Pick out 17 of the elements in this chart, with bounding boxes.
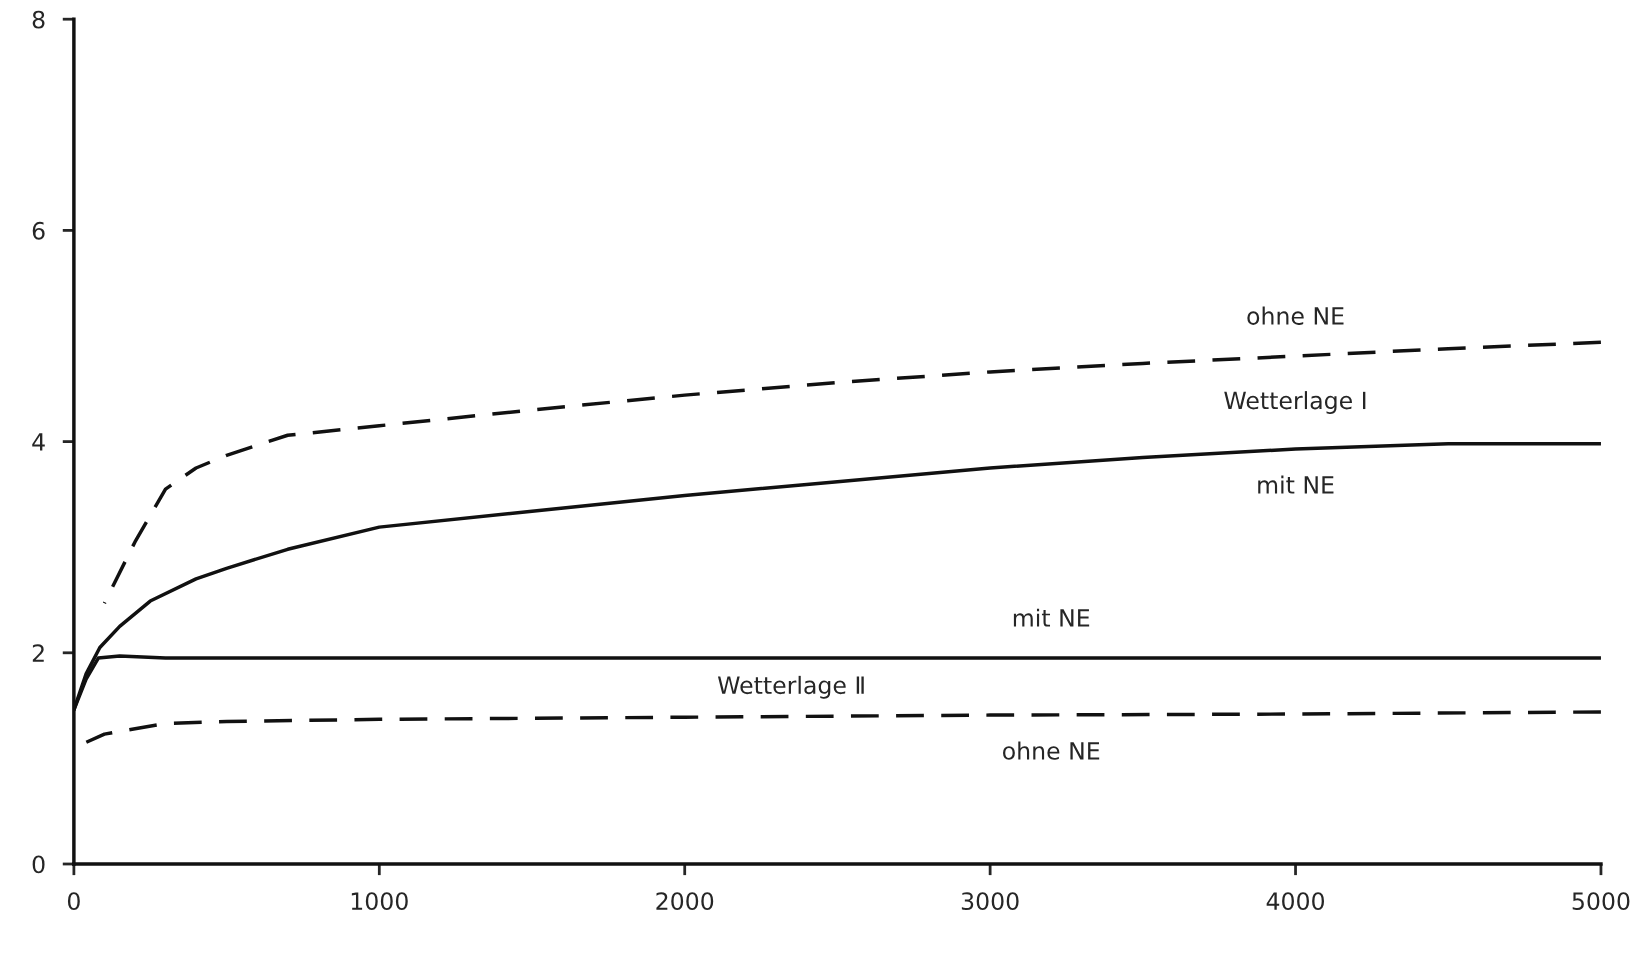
annotation: Wetterlage Ⅰ <box>1224 391 1366 414</box>
x-tick-label: 4000 <box>1266 892 1325 911</box>
annotation: Wetterlage Ⅱ <box>717 675 864 699</box>
x-tick-label: 3000 <box>961 892 1019 911</box>
x-tick-label: 2000 <box>656 892 714 911</box>
y-tick-label: 2 <box>32 644 44 662</box>
x-tick-label: 0 <box>67 892 80 911</box>
y-tick-label: 6 <box>32 221 45 240</box>
y-tick-label: 8 <box>32 10 45 29</box>
y-tick-label: 4 <box>32 433 45 451</box>
x-tick-label: 5000 <box>1572 892 1630 911</box>
series-label: ohne NE <box>1003 741 1100 760</box>
y-tick-label: 0 <box>32 855 45 874</box>
series-label: mit NE <box>1013 608 1090 627</box>
series-label: mit NE <box>1258 475 1334 494</box>
series-label: ohne NE <box>1247 306 1344 325</box>
x-tick-label: 1000 <box>351 892 408 911</box>
